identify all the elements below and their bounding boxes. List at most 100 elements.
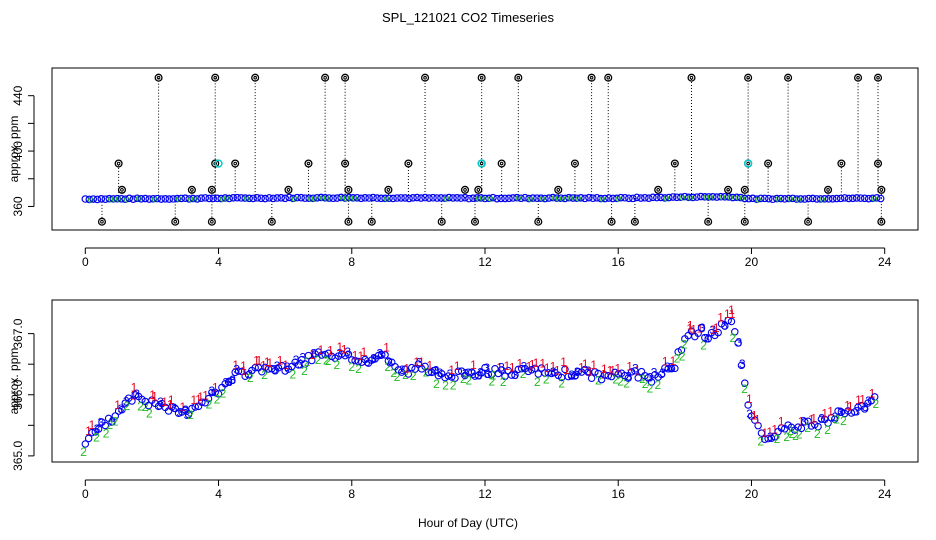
raw-point	[309, 194, 317, 203]
raw-point	[501, 194, 509, 203]
smoothed-digit-label: 3	[703, 331, 710, 345]
smoothed-point	[377, 350, 386, 359]
smoothed-digit-label: 2	[450, 379, 457, 393]
smoothed-digit-label: 1	[634, 364, 641, 378]
smoothed-digit-label: 3	[437, 366, 444, 380]
raw-point	[277, 194, 285, 202]
smoothed-digit-label: 1	[264, 355, 271, 369]
raw-point	[804, 194, 813, 203]
raw-point	[525, 194, 533, 203]
raw-outlier-point	[231, 159, 240, 168]
smoothed-digit-label: 1	[197, 390, 204, 404]
raw-y-axis-label: approx. ppm	[7, 116, 21, 183]
smoothed-point	[301, 360, 309, 368]
raw-point	[740, 194, 749, 203]
smoothed-digit-label: 3	[433, 363, 440, 377]
smoothed-digit-label: 2	[290, 367, 297, 381]
raw-point	[597, 194, 605, 203]
smoothed-digit-label: 3	[157, 395, 164, 409]
smoothed-point	[447, 373, 456, 381]
raw-point	[661, 194, 669, 202]
smoothed-point	[308, 356, 316, 365]
smoothed-digit-label: 3	[498, 361, 505, 375]
raw-point	[784, 194, 793, 203]
smoothed-point	[144, 401, 153, 410]
raw-y-tick-label: 400	[11, 141, 25, 161]
smoothed-point	[757, 429, 766, 437]
smoothed-digit-label: 1	[810, 411, 817, 425]
smoothed-point	[264, 365, 273, 373]
raw-point	[121, 195, 130, 203]
smoothed-digit-label: 1	[357, 349, 364, 363]
smoothed-digit-label: 1	[470, 358, 477, 372]
raw-outlier-point	[404, 159, 413, 168]
raw-point	[453, 194, 461, 202]
raw-outlier-point	[117, 185, 126, 194]
raw-outlier-point	[534, 217, 543, 226]
raw-point	[429, 193, 437, 202]
smoothed-point	[714, 328, 722, 337]
raw-outlier-point-inner	[743, 188, 747, 192]
raw-point	[737, 193, 745, 202]
smoothed-point	[84, 434, 93, 443]
smoothed-point	[234, 367, 243, 375]
smoothed-digit-label: 2	[543, 373, 550, 387]
smoothed-digit-label: 2	[315, 353, 322, 367]
raw-outlier-point-inner	[210, 188, 214, 192]
smoothed-digit-label: 1	[761, 426, 768, 440]
raw-point	[677, 193, 685, 201]
smoothed-point	[94, 425, 103, 433]
smoothed-digit-label: 1	[526, 360, 533, 374]
raw-outlier-point-inner	[609, 219, 614, 224]
smoothed-digit-label: 3	[664, 360, 671, 374]
raw-outlier-point	[877, 185, 886, 194]
smoothed-digit-label: 1	[582, 357, 589, 371]
smoothed-digit-label: 3	[274, 359, 281, 373]
smoothed-point	[477, 369, 486, 377]
smoothed-digit-label: 3	[370, 352, 377, 366]
raw-outlier-point-inner	[100, 219, 104, 224]
smoothed-digit-label: 1	[114, 398, 121, 412]
raw-outlier-point	[514, 73, 523, 82]
raw-outlier-point	[341, 73, 350, 82]
raw-point	[209, 194, 218, 203]
raw-point	[796, 195, 805, 203]
raw-outlier-point	[704, 217, 713, 226]
smoothed-digit-label: 3	[176, 405, 183, 419]
raw-outlier-point	[171, 217, 180, 226]
smoothed-digit-label: 1	[195, 393, 202, 407]
raw-point	[820, 194, 829, 203]
smoothed-digit-label: 3	[512, 368, 519, 382]
raw-point	[493, 194, 501, 203]
raw-point	[149, 194, 158, 203]
smoothed-x-tick-label: 16	[612, 487, 626, 501]
smoothed-digit-label: 1	[855, 393, 862, 407]
raw-point	[113, 194, 122, 203]
smoothed-digit-label: 3	[364, 355, 371, 369]
raw-point	[89, 195, 98, 203]
smoothed-digit-label: 3	[299, 351, 306, 365]
smoothed-digit-label: 3	[123, 394, 130, 408]
smoothed-point	[454, 367, 463, 376]
raw-point	[816, 195, 825, 203]
smoothed-x-tick-label: 4	[215, 487, 222, 501]
raw-outlier-point	[497, 159, 506, 168]
raw-outlier-point-inner	[406, 161, 411, 166]
raw-point	[189, 194, 198, 203]
smoothed-digit-label: 3	[229, 373, 236, 387]
smoothed-digit-label: 2	[783, 430, 790, 444]
raw-outlier-point	[321, 73, 330, 82]
raw-outlier-point-inner	[556, 188, 561, 192]
chart-title: SPL_121021 CO2 Timeseries	[382, 10, 554, 25]
smoothed-point	[830, 415, 839, 423]
raw-outlier-point-inner	[306, 161, 311, 166]
raw-point	[177, 194, 186, 203]
smoothed-digit-label: 1	[615, 362, 622, 376]
raw-point	[381, 194, 389, 203]
raw-outlier-point-inner	[839, 161, 844, 166]
smoothed-digit-label: 1	[847, 399, 854, 413]
raw-outlier-point-inner	[479, 75, 484, 80]
smoothed-point	[354, 357, 363, 366]
raw-outlier-point-inner	[213, 75, 218, 80]
